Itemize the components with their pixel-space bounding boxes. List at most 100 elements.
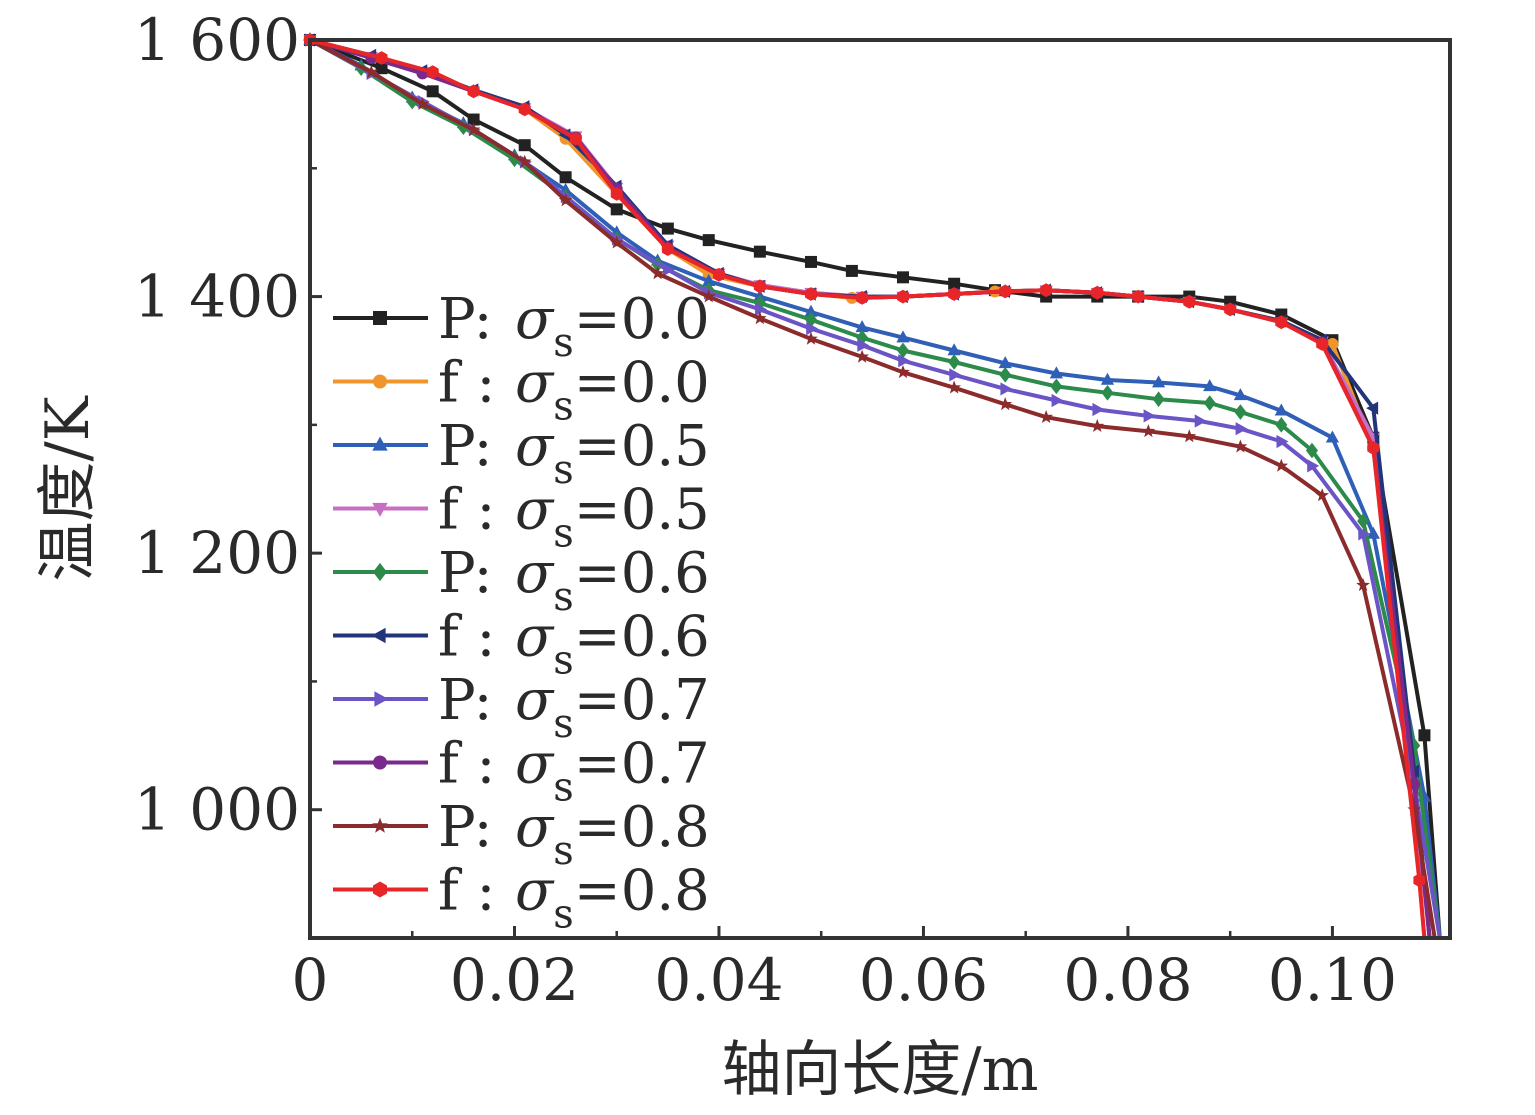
data-point	[856, 291, 869, 305]
data-point	[1357, 513, 1370, 529]
legend-sigma: σ	[515, 414, 555, 479]
legend-item: f : σs=0.5	[333, 478, 710, 557]
x-tick-label: 0.06	[859, 946, 988, 1014]
legend-subscript: s	[553, 320, 574, 366]
legend-marker	[372, 817, 388, 833]
data-point	[1203, 395, 1216, 411]
data-point	[466, 122, 481, 136]
data-point	[1358, 527, 1371, 541]
data-point	[375, 62, 388, 75]
legend-value: =0.6	[574, 605, 710, 670]
data-point	[1152, 391, 1165, 407]
data-point	[1183, 294, 1196, 309]
data-point	[948, 354, 961, 370]
legend-prefix: f :	[438, 605, 513, 670]
legend-marker	[374, 691, 389, 707]
legend-marker	[373, 311, 387, 325]
data-point	[663, 263, 676, 277]
legend-sigma: σ	[515, 605, 555, 670]
legend-label: f : σs=0.5	[438, 478, 710, 557]
data-point	[804, 331, 818, 345]
legend-prefix: P:	[438, 795, 510, 860]
data-point	[949, 368, 962, 382]
legend-label: P: σs=0.5	[438, 414, 710, 493]
data-point	[1366, 526, 1380, 539]
data-point	[1307, 459, 1320, 473]
data-point	[998, 397, 1013, 411]
data-point	[1100, 372, 1115, 385]
legend-marker	[373, 562, 387, 582]
data-point	[1091, 285, 1104, 300]
data-point	[426, 65, 439, 79]
data-point	[1141, 424, 1156, 438]
legend-subscript: s	[553, 638, 574, 684]
legend-subscript: s	[553, 701, 574, 747]
data-point	[1367, 441, 1380, 455]
legend-subscript: s	[553, 447, 574, 493]
data-point	[1152, 375, 1166, 388]
data-point	[569, 131, 582, 146]
legend-sigma: σ	[515, 668, 555, 733]
data-point	[896, 365, 910, 379]
data-point	[610, 187, 623, 201]
data-point	[661, 242, 674, 256]
legend: P: σs=0.0f : σs=0.0P: σs=0.5f : σs=0.5P:…	[333, 287, 710, 938]
data-point	[1101, 384, 1114, 401]
data-point	[948, 277, 961, 290]
legend-label: f : σs=0.8	[438, 859, 710, 938]
data-point	[1233, 439, 1248, 453]
legend-marker	[371, 627, 386, 644]
x-tick-label: 0.04	[654, 946, 783, 1014]
legend-value: =0.6	[574, 541, 710, 606]
data-point	[661, 222, 674, 235]
legend-prefix: P:	[438, 668, 510, 733]
data-point	[1316, 337, 1329, 351]
legend-subscript: s	[553, 511, 574, 557]
legend-prefix: P:	[438, 287, 510, 352]
legend-label: f : σs=0.6	[438, 605, 710, 684]
legend-prefix: P:	[438, 541, 510, 606]
data-point	[517, 154, 532, 168]
y-tick-label: 1 000	[134, 776, 300, 844]
data-point	[1366, 401, 1379, 415]
data-point	[1233, 388, 1248, 401]
legend-value: =0.5	[574, 478, 710, 543]
data-point	[855, 349, 869, 363]
data-point	[898, 354, 911, 368]
data-point	[1235, 422, 1248, 436]
data-point	[375, 51, 388, 65]
data-point	[804, 304, 818, 317]
legend-item: P: σs=0.5	[333, 414, 710, 493]
legend-sigma: σ	[515, 732, 555, 797]
data-point	[1234, 404, 1247, 420]
legend-subscript: s	[553, 892, 574, 938]
data-point	[467, 113, 480, 126]
data-point	[1407, 802, 1422, 816]
legend-value: =0.8	[574, 859, 710, 924]
data-point	[426, 85, 439, 98]
data-point	[701, 289, 716, 303]
data-point	[1276, 434, 1289, 449]
data-point	[558, 193, 573, 207]
legend-sigma: σ	[515, 287, 555, 352]
data-point	[1305, 442, 1318, 459]
data-point	[1050, 378, 1063, 395]
legend-value: =0.7	[574, 732, 710, 797]
data-point	[947, 380, 961, 394]
legend-label: P: σs=0.6	[438, 541, 710, 620]
legend-sigma: σ	[515, 541, 555, 606]
legend-sigma: σ	[515, 478, 555, 543]
data-point	[1408, 737, 1421, 754]
data-point	[806, 322, 819, 336]
data-point	[467, 84, 480, 99]
data-point	[415, 96, 430, 110]
data-point	[1194, 414, 1207, 428]
y-axis-title: 温度/K	[33, 395, 103, 581]
data-point	[805, 287, 817, 301]
legend-marker	[373, 881, 387, 898]
data-point	[804, 255, 817, 268]
data-point	[1315, 488, 1329, 502]
x-tick-label: 0.10	[1268, 946, 1397, 1014]
